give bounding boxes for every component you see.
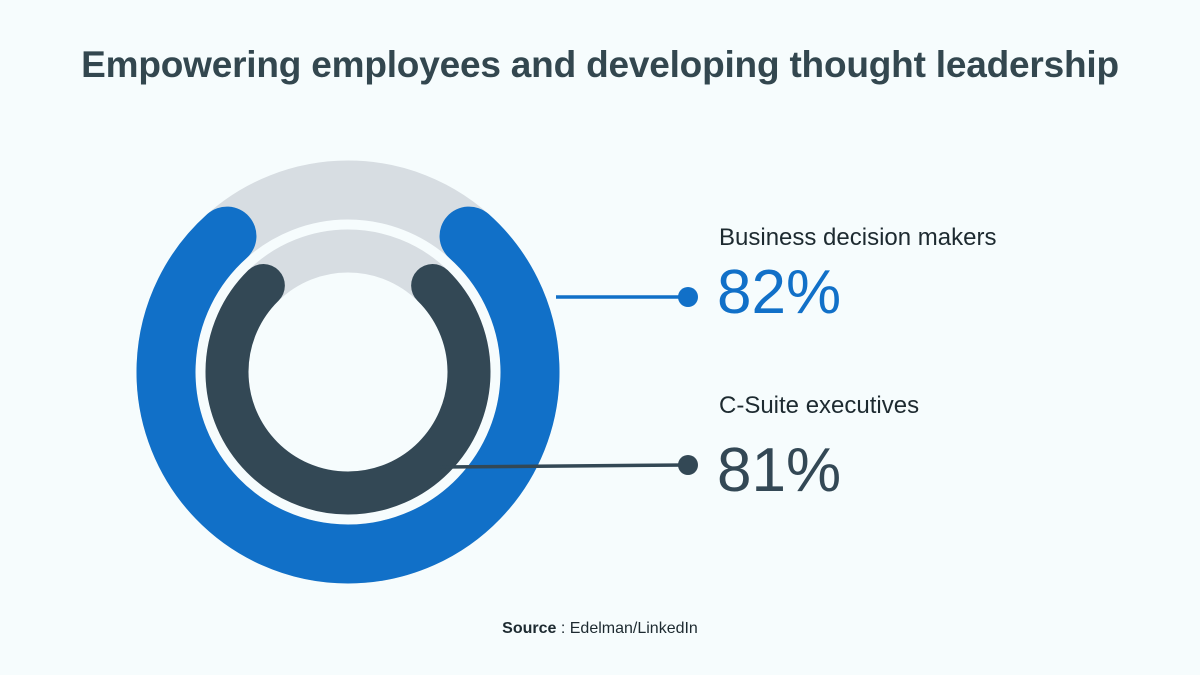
series-value-c-suite-executives: 81% — [717, 436, 842, 505]
chart-title: Empowering employees and developing thou… — [81, 44, 1119, 85]
leader-line-1 — [439, 463, 689, 469]
series-label-business-decision-makers: Business decision makers — [719, 224, 997, 251]
series-value-business-decision-makers: 82% — [717, 258, 842, 327]
series-label-c-suite-executives: C-Suite executives — [719, 392, 920, 419]
source-note: Source : Edelman/LinkedIn — [0, 620, 1200, 638]
ring-bar-0 — [136, 206, 560, 584]
ring-bar-1 — [205, 264, 491, 515]
leader-dot-0 — [678, 287, 698, 307]
leader-dot-1 — [678, 455, 698, 475]
source-prefix: Source — [502, 620, 557, 637]
source-text: : Edelman/LinkedIn — [556, 620, 698, 637]
